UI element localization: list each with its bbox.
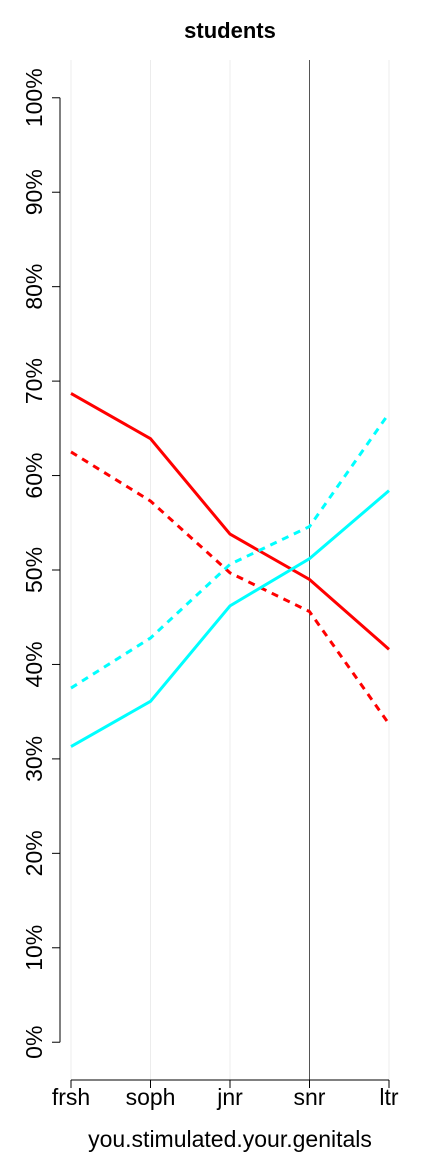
y-tick-label: 90% bbox=[21, 169, 47, 215]
series-line bbox=[70, 450, 391, 725]
y-tick-label: 0% bbox=[21, 1026, 47, 1059]
x-tick-label: snr bbox=[294, 1084, 326, 1110]
x-tick-label: frsh bbox=[52, 1084, 90, 1110]
series-line bbox=[70, 392, 390, 651]
y-tick-label: 80% bbox=[21, 264, 47, 310]
y-tick-label: 100% bbox=[21, 68, 47, 127]
y-tick-label: 20% bbox=[21, 830, 47, 876]
y-tick-label: 70% bbox=[21, 358, 47, 404]
y-tick-label: 50% bbox=[21, 547, 47, 593]
x-axis-title: you.stimulated.your.genitals bbox=[88, 1126, 372, 1152]
series-line bbox=[70, 489, 390, 748]
y-tick-label: 40% bbox=[21, 641, 47, 687]
x-tick-label: ltr bbox=[379, 1084, 399, 1110]
y-tick-label: 10% bbox=[21, 925, 47, 971]
x-tick-label: soph bbox=[126, 1084, 176, 1110]
y-tick-label: 30% bbox=[21, 736, 47, 782]
y-tick-label: 60% bbox=[21, 453, 47, 499]
chart-title: students bbox=[184, 18, 276, 43]
x-tick-label: jnr bbox=[216, 1084, 243, 1110]
